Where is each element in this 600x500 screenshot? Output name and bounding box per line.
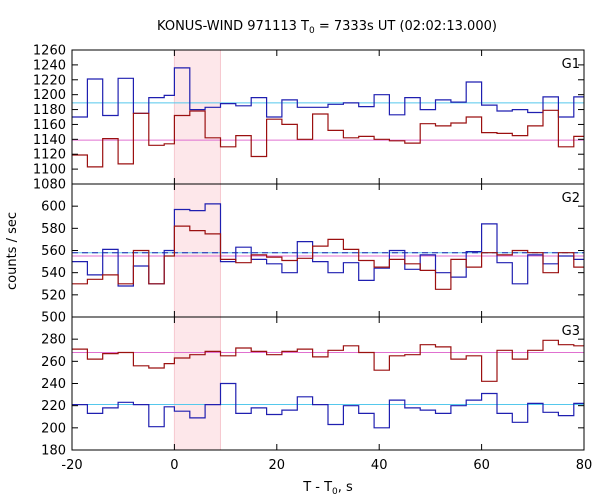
x-axis-label-main: T - T [302, 480, 332, 495]
x-tick-label-60: 60 [473, 458, 490, 473]
panel-frame-g3 [71, 316, 585, 451]
y-tick-label-g1-1240: 1240 [33, 58, 66, 73]
panel-g3: 180 200 220 240 260 280 G3 [41, 316, 585, 459]
highlight-band [174, 50, 221, 450]
series-g1-red-step-line [72, 109, 584, 168]
y-tick-label-g1-1180: 1180 [33, 103, 66, 118]
x-tick-label-40: 40 [371, 458, 388, 473]
y-tick-label-g2-540: 540 [41, 266, 66, 281]
panel-g2: 500 520 540 560 580 600 G2 [41, 183, 585, 326]
x-axis-label-subscript: 0 [332, 487, 338, 497]
series-g2-red-step-line [72, 225, 584, 290]
panel-g1: 1080110011201140116011801200122012401260… [33, 44, 585, 193]
y-axis-label: counts / sec [5, 212, 20, 290]
y-tick-label-g3-220: 220 [41, 399, 66, 414]
chart-title-subscript: 0 [309, 26, 315, 36]
x-tick-label-20: 20 [269, 458, 286, 473]
panel-label-g3: G3 [562, 324, 580, 339]
series-g3-red-step-line [72, 339, 584, 382]
y-tick-label-g1-1260: 1260 [33, 44, 66, 59]
y-tick-label-g2-580: 580 [41, 222, 66, 237]
chart-title: KONUS-WIND 971113 T0 = 7333s UT (02:02:1… [157, 19, 497, 36]
y-tick-label-g2-520: 520 [41, 288, 66, 303]
y-tick-label-g2-500: 500 [41, 311, 66, 326]
x-axis-label-tail: , s [338, 480, 353, 495]
x-tick-label-0: 0 [170, 458, 178, 473]
series-g3-blue-step-line [72, 382, 584, 429]
y-tick-label-g2-560: 560 [41, 244, 66, 259]
series-g1-blue-step-line [72, 67, 584, 118]
y-tick-label-g2-600: 600 [41, 200, 66, 215]
y-tick-label-g3-280: 280 [41, 333, 66, 348]
panel-label-g2: G2 [562, 191, 580, 206]
y-tick-label-g1-1160: 1160 [33, 118, 66, 133]
y-tick-label-g3-260: 260 [41, 355, 66, 370]
chart-title-main: KONUS-WIND 971113 T [157, 19, 309, 34]
y-tick-label-g1-1100: 1100 [33, 163, 66, 178]
y-tick-label-g3-200: 200 [41, 421, 66, 436]
y-tick-label-g1-1120: 1120 [33, 148, 66, 163]
y-tick-label-g3-180: 180 [41, 444, 66, 459]
y-tick-label-g1-1080: 1080 [33, 178, 66, 193]
x-axis-label: T - T0, s [302, 480, 353, 497]
y-tick-label-g3-240: 240 [41, 377, 66, 392]
y-tick-label-g1-1220: 1220 [33, 73, 66, 88]
chart-title-tail: = 7333s UT (02:02:13.000) [315, 19, 497, 34]
x-tick-label-80: 80 [576, 458, 593, 473]
y-tick-label-g1-1140: 1140 [33, 133, 66, 148]
plot-area: 1080110011201140116011801200122012401260… [33, 44, 592, 474]
x-tick-label--20: -20 [61, 458, 82, 473]
y-tick-label-g1-1200: 1200 [33, 88, 66, 103]
panel-label-g1: G1 [562, 57, 580, 72]
